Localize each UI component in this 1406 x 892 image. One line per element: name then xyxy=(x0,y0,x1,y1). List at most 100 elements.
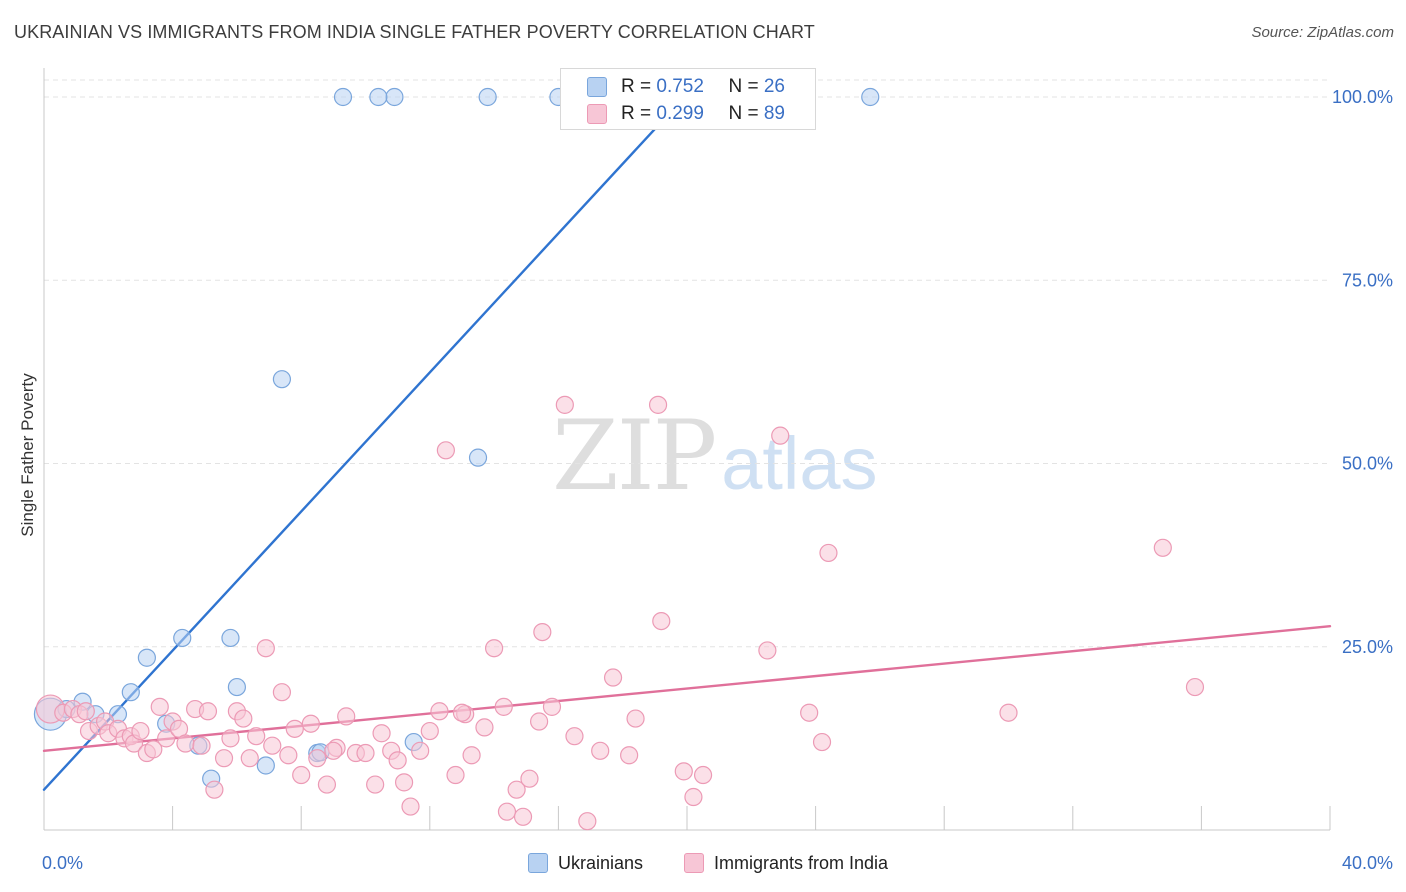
y-tick-label: 25.0% xyxy=(1342,637,1393,657)
chart-title: UKRAINIAN VS IMMIGRANTS FROM INDIA SINGL… xyxy=(14,22,815,42)
x-tick-label: 0.0% xyxy=(42,853,83,873)
ukrainian-point xyxy=(861,87,880,107)
india-point xyxy=(603,668,623,687)
india-point xyxy=(263,736,282,755)
india-point xyxy=(76,702,95,721)
ukrainian-point xyxy=(478,87,497,107)
india-point xyxy=(513,807,533,826)
india-point xyxy=(308,749,327,768)
india-point xyxy=(292,765,311,785)
india-point xyxy=(285,719,304,738)
india-point xyxy=(214,749,234,768)
india-point xyxy=(366,775,385,794)
india-point xyxy=(247,727,266,746)
india-point xyxy=(758,641,777,660)
india-point xyxy=(198,702,218,721)
india-point xyxy=(176,734,195,753)
india-point xyxy=(388,751,407,770)
india-point xyxy=(497,802,517,821)
india-point xyxy=(674,762,693,781)
ukrainian-point xyxy=(173,628,192,648)
india-point xyxy=(411,741,430,760)
watermark: ZIPatlas xyxy=(552,400,878,512)
legend-swatch-blue xyxy=(587,77,607,97)
legend-r-label: R = xyxy=(621,103,657,124)
india-point xyxy=(693,765,713,785)
india-point xyxy=(337,707,356,726)
india-point xyxy=(485,639,504,658)
ukrainian-point xyxy=(333,87,353,107)
india-point xyxy=(520,769,539,788)
y-tick-label: 75.0% xyxy=(1342,270,1393,290)
source-label: Source: ZipAtlas.com xyxy=(1251,24,1394,41)
data-points xyxy=(33,87,1205,831)
ukrainian-point xyxy=(468,448,488,467)
india-point xyxy=(234,709,253,728)
india-point xyxy=(256,639,275,658)
india-point xyxy=(240,749,259,768)
india-point xyxy=(494,697,513,716)
india-point xyxy=(626,709,645,728)
india-point xyxy=(157,729,176,748)
tick-labels: 25.0% 50.0% 75.0% 100.0% 0.0% 40.0% xyxy=(42,87,1393,873)
india-point xyxy=(999,703,1018,722)
legend-swatch-pink xyxy=(587,104,607,124)
india-point xyxy=(436,441,455,460)
india-point xyxy=(1153,538,1172,557)
india-point xyxy=(819,543,838,563)
india-point xyxy=(221,729,240,748)
india-point xyxy=(324,741,343,760)
india-point xyxy=(652,611,671,631)
india-point xyxy=(401,797,420,816)
y-tick-label: 100.0% xyxy=(1332,87,1393,107)
ukrainian-point xyxy=(369,87,388,107)
india-point xyxy=(530,712,549,731)
india-point xyxy=(356,743,375,763)
legend-r-value: 0.752 xyxy=(656,76,704,97)
legend-r-label: R = xyxy=(621,76,657,97)
india-point xyxy=(1185,677,1205,697)
ukrainian-point xyxy=(385,87,404,107)
india-point xyxy=(475,718,494,737)
legend-swatch-pink xyxy=(684,853,704,873)
watermark-zip: ZIP xyxy=(552,400,717,512)
india-point xyxy=(144,740,163,759)
legend-label-india: Immigrants from India xyxy=(714,853,889,873)
india-point xyxy=(394,773,414,792)
india-point xyxy=(192,736,211,755)
india-point xyxy=(430,702,449,721)
india-point xyxy=(131,721,150,741)
legend-r-value: 0.299 xyxy=(656,103,704,124)
x-tick-label: 40.0% xyxy=(1342,853,1393,873)
india-point xyxy=(578,812,597,831)
series-legend: Ukrainians Immigrants from India xyxy=(0,852,1406,878)
india-point xyxy=(800,703,819,722)
stats-legend: R = 0.752 N = 26 R = 0.299 N = 89 xyxy=(560,68,816,130)
legend-n-label: N = xyxy=(728,103,764,124)
legend-label-ukrainians: Ukrainians xyxy=(558,853,644,873)
ukrainian-point xyxy=(137,648,156,667)
india-point xyxy=(150,697,169,716)
trend-line-ukrainians xyxy=(42,110,673,791)
india-point xyxy=(205,780,224,799)
india-point xyxy=(301,714,320,733)
ukrainian-point xyxy=(227,677,246,697)
india-point xyxy=(620,746,639,765)
india-point xyxy=(272,683,292,702)
india-point xyxy=(420,721,439,741)
india-point xyxy=(542,697,562,716)
gridlines xyxy=(44,79,1330,648)
ukrainian-point xyxy=(221,628,240,648)
india-point xyxy=(372,724,391,743)
india-point xyxy=(771,426,790,445)
legend-n-label: N = xyxy=(728,76,764,97)
india-point xyxy=(555,395,574,414)
india-point xyxy=(462,746,481,765)
india-point xyxy=(565,727,584,746)
y-axis-label: Single Father Poverty xyxy=(18,373,37,537)
india-point xyxy=(533,622,552,642)
india-point xyxy=(452,703,472,722)
legend-n-value: 26 xyxy=(763,76,785,97)
ukrainian-point xyxy=(256,756,275,775)
